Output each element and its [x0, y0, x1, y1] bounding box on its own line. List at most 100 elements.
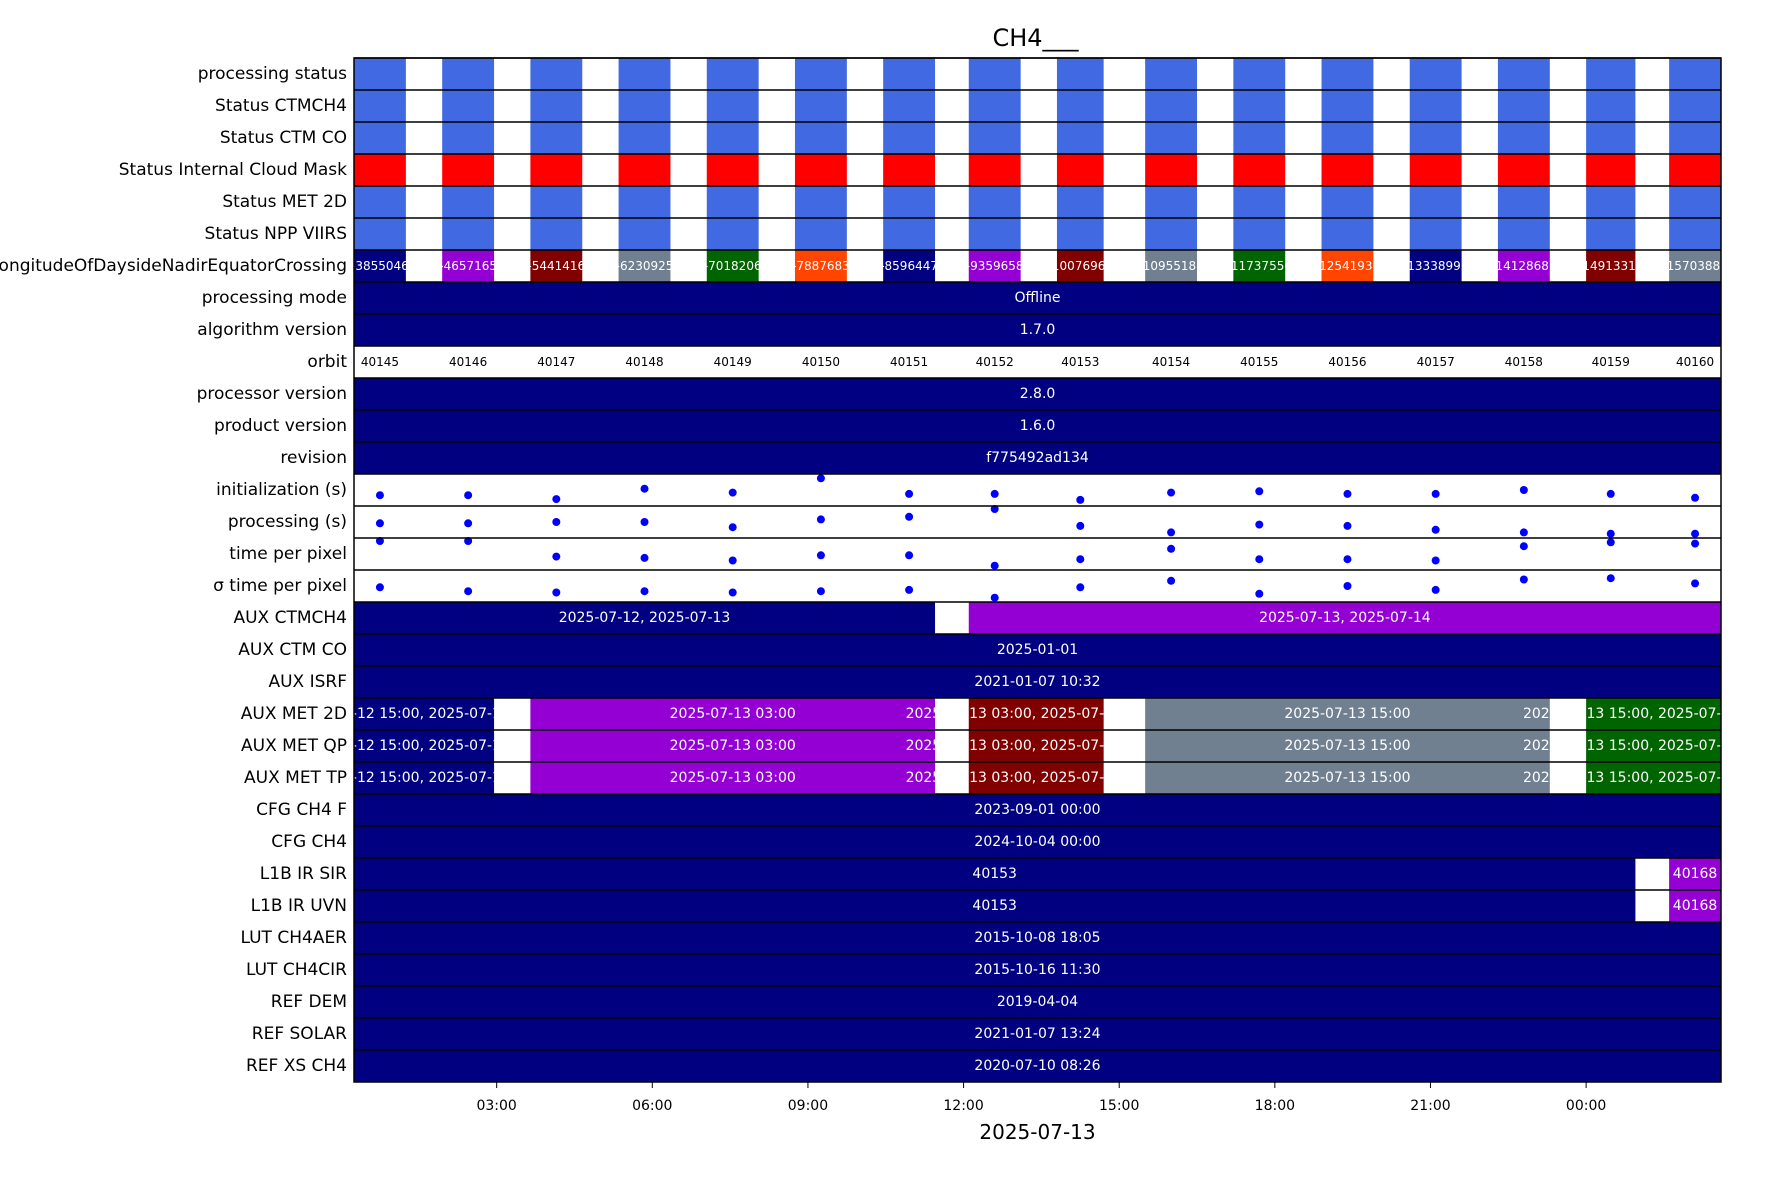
data-point — [990, 593, 999, 602]
longitude-value: -10955182 — [1138, 259, 1203, 273]
status-segment — [794, 58, 847, 90]
span-bar — [1669, 890, 1721, 922]
row-label: processing status — [197, 64, 347, 84]
orbit-number: 40149 — [714, 355, 752, 369]
row-label: Status CTMCH4 — [215, 96, 347, 116]
longitude-value: -5441416 — [527, 259, 585, 273]
data-point — [905, 489, 914, 498]
status-segment — [1321, 186, 1374, 218]
row-label: AUX ISRF — [268, 672, 347, 692]
data-point — [552, 552, 561, 561]
span-label: 2025-07-13 15:00 — [1284, 738, 1410, 754]
value-bar — [354, 442, 1721, 474]
bar-value-label: 2024-10-04 00:00 — [974, 834, 1100, 850]
status-segment — [354, 186, 406, 218]
status-segment — [1497, 58, 1550, 90]
span-bar — [354, 602, 936, 634]
status-segment — [618, 58, 671, 90]
status-segment — [1497, 154, 1550, 186]
status-segment — [354, 90, 406, 122]
longitude-value: -11737550 — [1227, 259, 1292, 273]
status-segment — [530, 186, 583, 218]
status-segment — [1409, 90, 1462, 122]
data-point — [552, 588, 561, 597]
status-segment — [1056, 186, 1104, 218]
status-segment — [1586, 90, 1636, 122]
status-segment — [1669, 218, 1721, 250]
data-point — [816, 587, 825, 596]
data-point — [1606, 489, 1615, 498]
longitude-segment — [1409, 250, 1462, 282]
data-point — [375, 519, 384, 528]
span-bar — [968, 602, 1721, 634]
longitude-value: -10076968 — [1048, 259, 1113, 273]
row-label: L1B IR UVN — [250, 896, 347, 916]
status-segment — [794, 154, 847, 186]
orbit-number: 40160 — [1676, 355, 1714, 369]
status-segment — [354, 58, 406, 90]
value-bar — [354, 826, 1721, 858]
span-label: 2025-07-12 15:00, 2025-07-13 03:00 — [293, 770, 554, 786]
status-segment — [618, 122, 671, 154]
value-bar — [354, 410, 1721, 442]
status-segment — [1586, 154, 1636, 186]
span-label: 2025-07-13 15:00, 2025-07-14 03:00 — [1523, 770, 1771, 786]
data-point — [1606, 574, 1615, 583]
row-label: Status NPP VIIRS — [204, 224, 347, 244]
data-point — [1519, 528, 1528, 537]
status-segment — [1233, 154, 1286, 186]
status-segment — [968, 186, 1021, 218]
data-point — [1167, 544, 1176, 553]
span-label: 40153 — [972, 898, 1017, 914]
value-bar — [354, 282, 1721, 314]
longitude-value: -9359658 — [966, 259, 1024, 273]
row-label: Status MET 2D — [222, 192, 347, 212]
data-point — [1343, 489, 1352, 498]
status-segment — [618, 154, 671, 186]
span-bar — [968, 762, 1104, 794]
bar-value-label: 1.7.0 — [1020, 322, 1056, 338]
status-segment — [706, 90, 759, 122]
span-bar — [968, 698, 1104, 730]
data-point — [1343, 521, 1352, 530]
status-segment — [1321, 154, 1374, 186]
data-point — [464, 491, 473, 500]
x-axis-title: 2025-07-13 — [979, 1120, 1096, 1144]
data-point — [905, 551, 914, 560]
status-segment — [442, 122, 495, 154]
span-label: 2025-07-12 15:00, 2025-07-13 03:00 — [293, 738, 554, 754]
status-segment — [354, 122, 406, 154]
status-segment — [1145, 154, 1198, 186]
row-label: AUX MET TP — [244, 768, 347, 788]
status-segment — [618, 186, 671, 218]
longitude-segment — [794, 250, 847, 282]
data-point — [375, 537, 384, 545]
bar-value-label: 2021-01-07 10:32 — [974, 674, 1100, 690]
status-segment — [794, 218, 847, 250]
data-point — [1519, 575, 1528, 584]
status-segment — [706, 154, 759, 186]
status-segment — [1145, 90, 1198, 122]
row-label: Status Internal Cloud Mask — [118, 160, 347, 180]
span-label: 2025-07-12 15:00, 2025-07-13 03:00 — [293, 706, 554, 722]
status-segment — [1145, 122, 1198, 154]
value-bar — [354, 634, 1721, 666]
value-bar — [354, 986, 1721, 1018]
span-bar — [1586, 698, 1721, 730]
status-segment — [794, 90, 847, 122]
bar-value-label: Offline — [1015, 290, 1061, 306]
span-bar — [1669, 858, 1721, 890]
value-bar — [354, 1050, 1721, 1082]
status-segment — [1233, 122, 1286, 154]
status-segment — [1586, 218, 1636, 250]
row-label: REF SOLAR — [251, 1024, 347, 1044]
bar-value-label: 2021-01-07 13:24 — [974, 1026, 1100, 1042]
span-bar — [1145, 730, 1550, 762]
value-bar — [354, 954, 1721, 986]
status-segment — [968, 122, 1021, 154]
x-tick-label: 00:00 — [1566, 1098, 1606, 1114]
status-segment — [1056, 90, 1104, 122]
row-label: LongitudeOfDaysideNadirEquatorCrossing — [0, 256, 347, 276]
value-bar — [354, 1018, 1721, 1050]
longitude-value: -4657165 — [439, 259, 497, 273]
